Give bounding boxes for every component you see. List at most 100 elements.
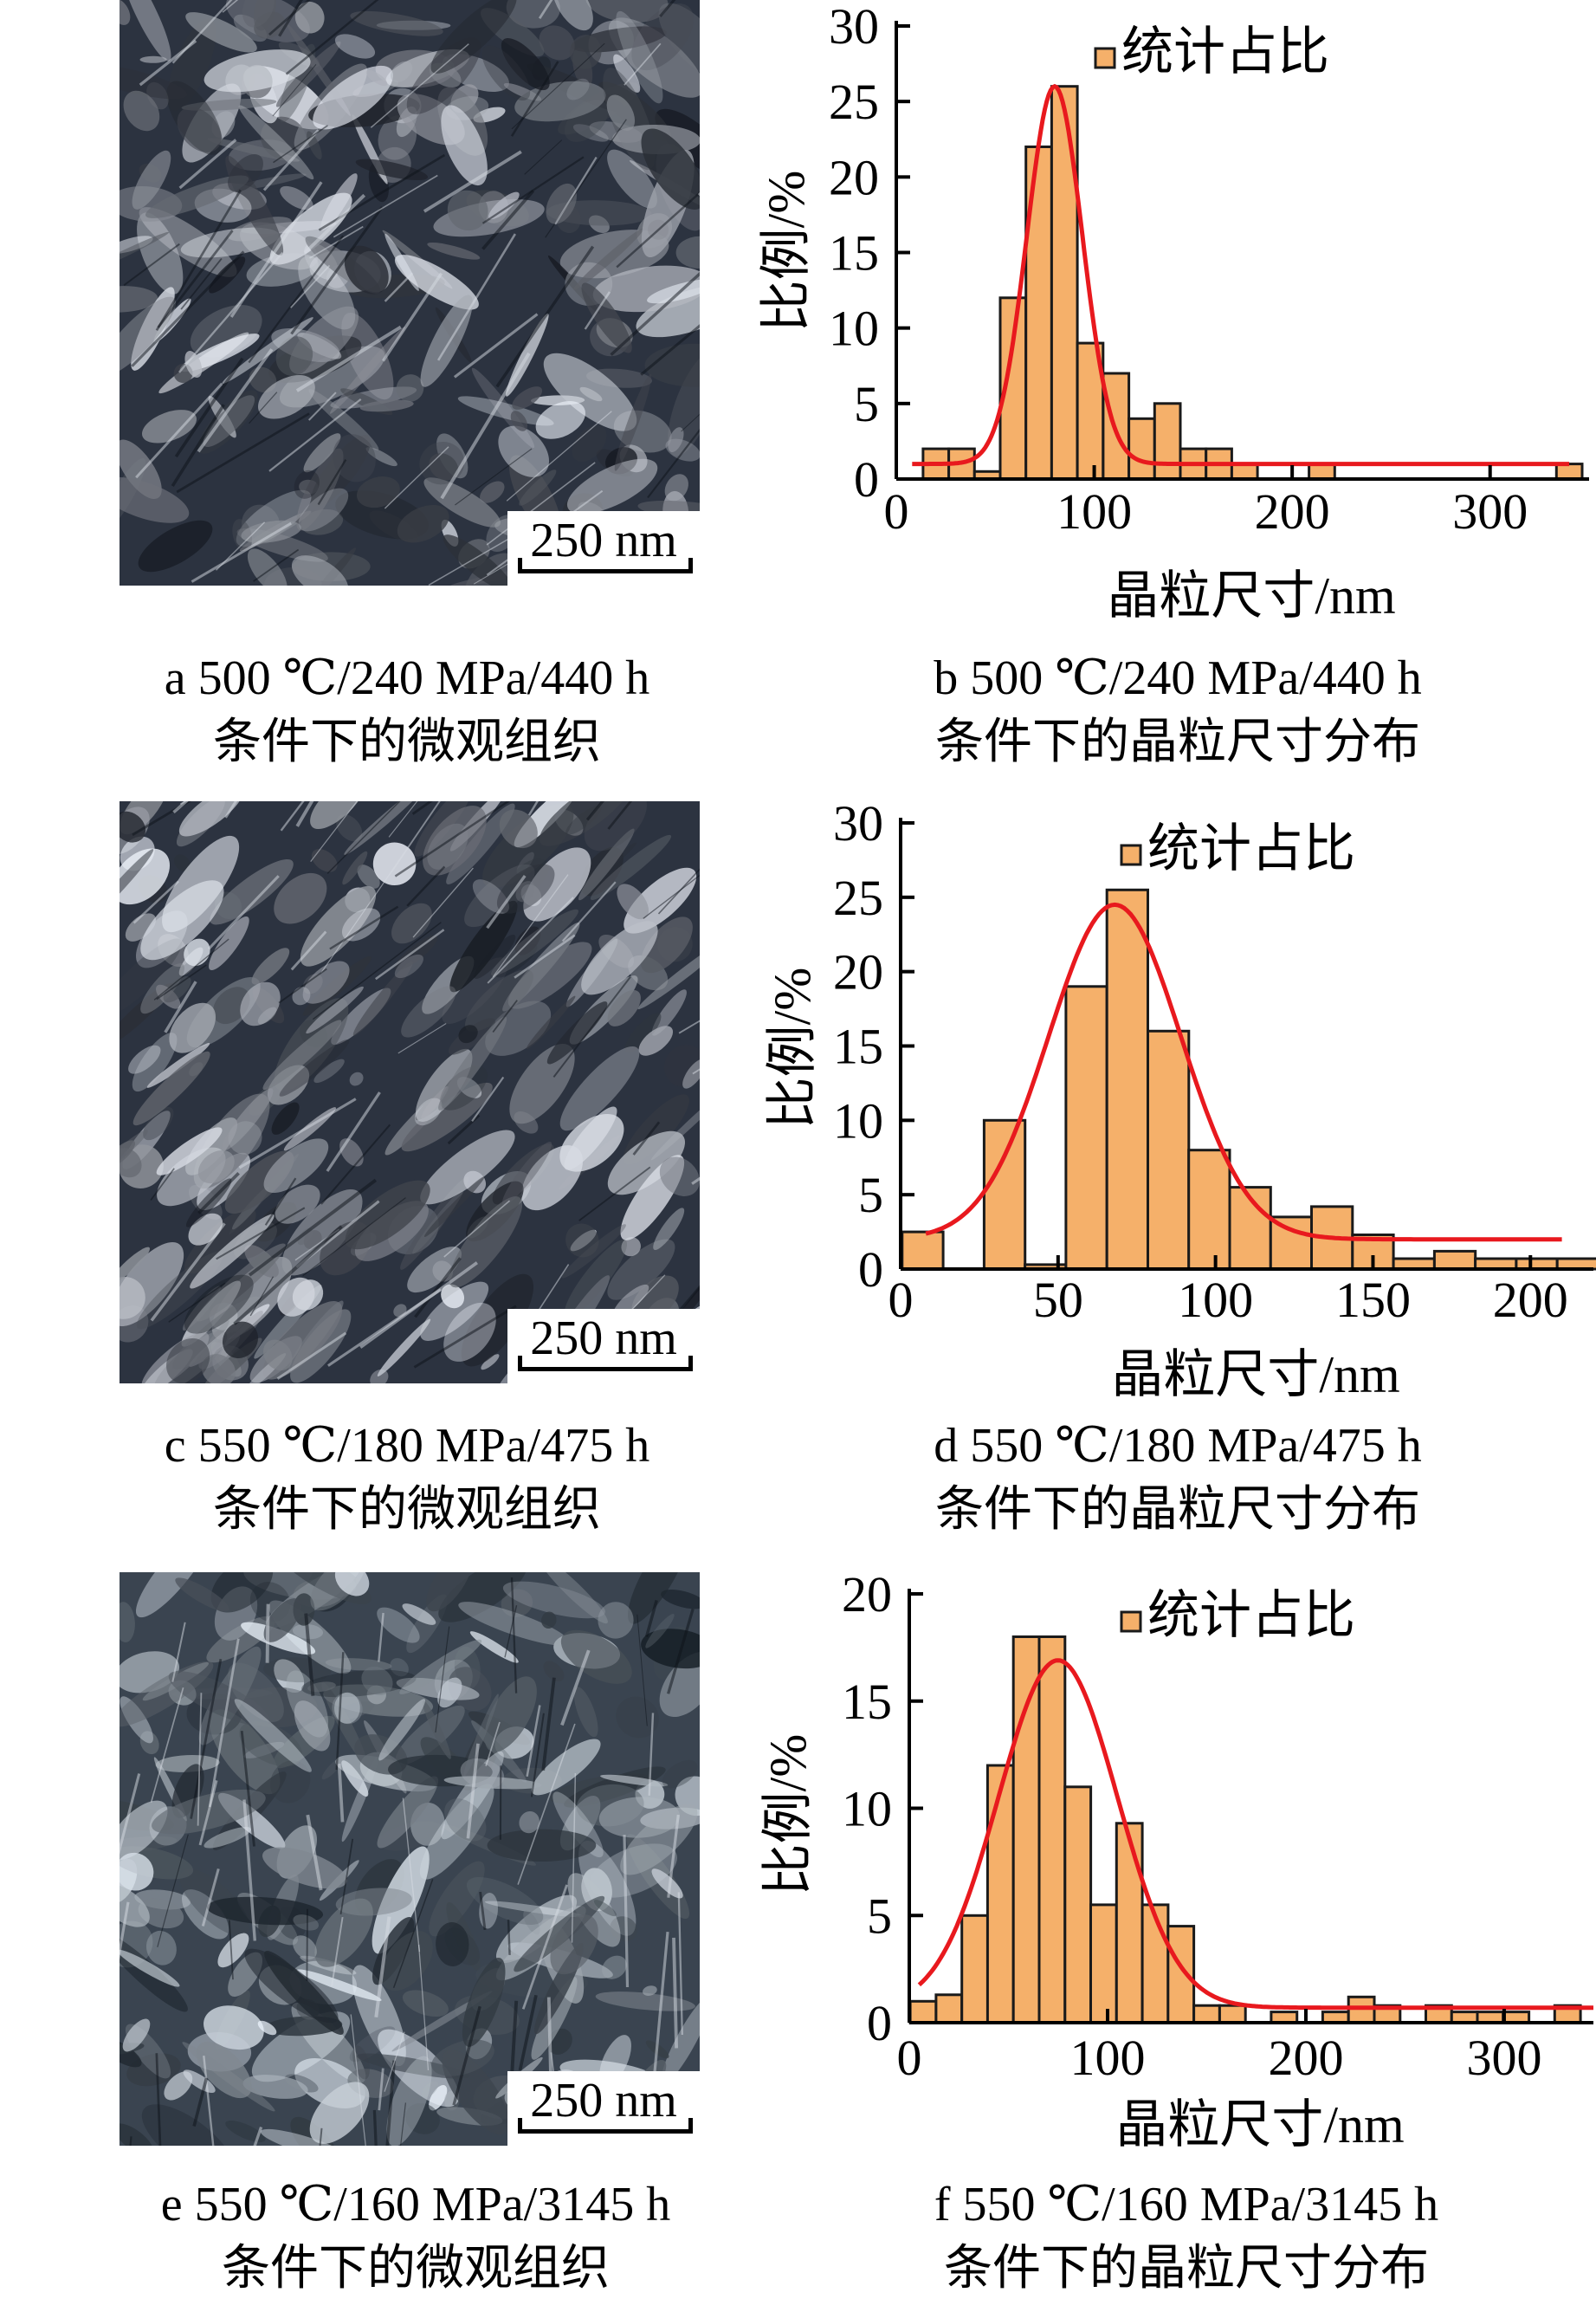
x-tick-label: 200 xyxy=(1493,1272,1568,1328)
legend-swatch xyxy=(1120,844,1142,866)
scale-bar-label-c: 250 nm xyxy=(530,1311,677,1365)
caption-f: f 550 ℃/160 MPa/3145 h 条件下的晶粒尺寸分布 xyxy=(831,2173,1541,2301)
histogram-bar xyxy=(985,1764,1015,2024)
caption-a-line1: a 500 ℃/240 MPa/440 h xyxy=(164,651,650,705)
chart-d: 0 5 10 15 20 25 30 0 50 100 150 200 晶粒尺寸/nm 比例/% 统计占比 xyxy=(727,795,1596,1421)
y-tick-label: 10 xyxy=(842,1781,892,1837)
chart-f: 0 5 10 15 20 0 100 200 300 晶粒尺寸/nm 比例/% 统计占比 xyxy=(727,1564,1596,2170)
y-tick-label: 5 xyxy=(867,1888,892,1944)
scale-bar-c: 250 nm xyxy=(507,1309,700,1383)
caption-b: b 500 ℃/240 MPa/440 h 条件下的晶粒尺寸分布 xyxy=(831,646,1524,774)
y-tick-label: 20 xyxy=(842,1566,892,1622)
legend-swatch xyxy=(1120,1610,1142,1633)
histogram-bar xyxy=(901,1230,945,1271)
histogram-bar xyxy=(1269,1215,1314,1271)
y-tick-label: 15 xyxy=(842,1674,892,1730)
y-tick-label: 10 xyxy=(833,1092,883,1149)
legend-label: 统计占比 xyxy=(1147,1587,1355,1644)
caption-e: e 550 ℃/160 MPa/3145 h 条件下的微观组织 xyxy=(61,2173,771,2301)
x-axis-label: 晶粒尺寸/nm xyxy=(1111,1346,1399,1403)
histogram-bar xyxy=(1230,463,1259,481)
x-tick-label: 100 xyxy=(1069,2030,1145,2086)
caption-d-line2: 条件下的晶粒尺寸分布 xyxy=(935,1483,1420,1537)
y-tick-label: 15 xyxy=(829,225,879,282)
caption-d: d 550 ℃/180 MPa/475 h 条件下的晶粒尺寸分布 xyxy=(831,1414,1524,1542)
histogram-bar xyxy=(960,1914,990,2024)
histogram-bar xyxy=(1308,463,1336,481)
histogram-bar xyxy=(1147,1029,1191,1271)
scale-bar-label-a: 250 nm xyxy=(530,514,677,567)
scale-bar-label-e: 250 nm xyxy=(530,2074,677,2127)
legend-swatch xyxy=(1094,47,1116,69)
histogram-bar xyxy=(1432,1249,1477,1271)
x-tick-label: 300 xyxy=(1466,2030,1541,2086)
fit-curve xyxy=(912,83,1570,467)
histogram-bar xyxy=(1037,1635,1067,2024)
y-tick-label: 25 xyxy=(829,74,879,130)
x-tick-label: 100 xyxy=(1178,1272,1253,1328)
caption-a-line2: 条件下的微观组织 xyxy=(213,716,601,769)
micrograph-c: 250 nm xyxy=(120,801,700,1383)
histogram-bar xyxy=(1089,1903,1118,2024)
scale-bar-e: 250 nm xyxy=(507,2071,700,2146)
y-axis-label: 比例/% xyxy=(759,1734,817,1896)
scale-bar-line-a xyxy=(518,558,693,573)
histogram-bar xyxy=(908,1999,938,2024)
micrograph-e: 250 nm xyxy=(120,1572,700,2146)
histogram-bar xyxy=(982,1118,1027,1271)
y-tick-label: 5 xyxy=(858,1167,883,1223)
y-tick-label: 10 xyxy=(829,301,879,357)
micrograph-texture-c xyxy=(120,801,700,1383)
caption-b-line1: b 500 ℃/240 MPa/440 h xyxy=(934,651,1422,705)
micrograph-a: 250 nm xyxy=(120,0,700,586)
histogram-bar xyxy=(1166,1925,1196,2024)
legend-label: 统计占比 xyxy=(1121,23,1329,81)
x-axis-label: 晶粒尺寸/nm xyxy=(1107,567,1395,625)
y-tick-label: 20 xyxy=(833,944,883,1001)
x-tick-label: 50 xyxy=(1033,1272,1083,1328)
fit-curve xyxy=(925,902,1562,1242)
fit-curve xyxy=(917,1658,1593,2011)
micrograph-texture-a xyxy=(120,0,700,586)
caption-f-line2: 条件下的晶粒尺寸分布 xyxy=(944,2242,1429,2296)
y-tick-label: 0 xyxy=(867,1995,892,2051)
histogram-bar xyxy=(1128,417,1156,481)
histogram-bar xyxy=(1115,1822,1144,2024)
histogram-bar xyxy=(1105,888,1150,1271)
histogram-bar xyxy=(1064,985,1108,1271)
x-tick-label: 100 xyxy=(1056,483,1132,540)
y-tick-label: 5 xyxy=(854,376,879,432)
histogram-bar xyxy=(934,1993,964,2024)
caption-a: a 500 ℃/240 MPa/440 h 条件下的微观组织 xyxy=(61,646,753,774)
y-tick-label: 25 xyxy=(833,870,883,926)
histogram-bar xyxy=(1153,402,1182,481)
caption-b-line2: 条件下的晶粒尺寸分布 xyxy=(935,716,1420,769)
x-tick-label: 0 xyxy=(897,2030,922,2086)
x-axis-label: 晶粒尺寸/nm xyxy=(1115,2096,1404,2153)
scale-bar-line-e xyxy=(518,2118,693,2134)
y-tick-label: 20 xyxy=(829,149,879,205)
x-tick-label: 0 xyxy=(884,483,909,540)
scale-bar-a: 250 nm xyxy=(507,511,700,586)
legend-label: 统计占比 xyxy=(1147,820,1355,878)
x-tick-label: 200 xyxy=(1255,483,1330,540)
histogram-bar xyxy=(1192,2004,1221,2024)
y-axis-label: 比例/% xyxy=(758,171,815,333)
y-tick-label: 30 xyxy=(833,795,883,852)
x-tick-label: 200 xyxy=(1268,2030,1343,2086)
histogram-bar xyxy=(1218,2004,1247,2024)
histogram-bar xyxy=(1011,1635,1041,2024)
y-tick-label: 30 xyxy=(829,0,879,55)
histogram-bar xyxy=(1554,463,1584,481)
y-axis-label: 比例/% xyxy=(764,968,821,1130)
x-tick-label: 0 xyxy=(888,1272,914,1328)
y-tick-label: 0 xyxy=(858,1241,883,1298)
x-tick-label: 300 xyxy=(1452,483,1528,540)
histogram-bar xyxy=(1063,1785,1093,2024)
scale-bar-line-c xyxy=(518,1356,693,1371)
caption-c: c 550 ℃/180 MPa/475 h 条件下的微观组织 xyxy=(61,1414,753,1542)
caption-d-line1: d 550 ℃/180 MPa/475 h xyxy=(934,1419,1422,1473)
